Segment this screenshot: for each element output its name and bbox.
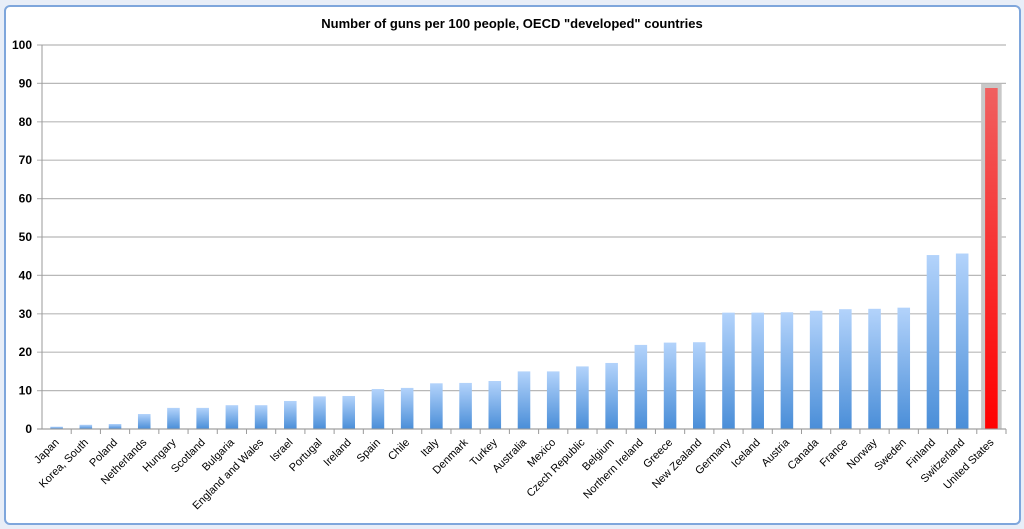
y-tick-label: 90 xyxy=(19,76,33,90)
bar-ireland xyxy=(342,395,356,429)
y-tick-label: 0 xyxy=(25,422,32,436)
y-tick-label: 60 xyxy=(19,192,33,206)
bar-denmark xyxy=(459,382,472,429)
bar-mexico xyxy=(546,371,560,429)
x-tick-label: Ireland xyxy=(322,437,354,469)
bar-united-states xyxy=(985,88,998,430)
bar-sweden xyxy=(897,307,911,429)
bar-bulgaria xyxy=(225,405,239,429)
y-tick-label: 50 xyxy=(19,230,33,244)
x-tick-label: Italy xyxy=(419,436,442,459)
chart-frame[interactable] xyxy=(4,5,1021,525)
x-tick-label: Iceland xyxy=(729,437,763,471)
bar-israel xyxy=(284,400,297,429)
bar-chile xyxy=(400,387,414,429)
bar-spain xyxy=(371,389,385,429)
bar-italy xyxy=(430,383,443,429)
x-tick-label: Spain xyxy=(355,437,383,465)
bar-norway xyxy=(868,308,881,429)
bar-germany xyxy=(722,312,735,429)
bar-iceland xyxy=(751,312,764,429)
y-tick-label: 30 xyxy=(19,307,33,321)
bar-korea-south xyxy=(79,424,93,429)
bar-greece xyxy=(663,342,677,429)
bar-england-and-wales xyxy=(254,405,268,429)
bar-czech-republic xyxy=(576,366,589,429)
y-tick-label: 20 xyxy=(19,345,33,359)
bar-poland xyxy=(108,424,122,429)
x-tick-label: Canada xyxy=(786,436,822,472)
bar-japan xyxy=(50,426,63,429)
x-tick-label: Portugal xyxy=(287,437,324,474)
y-tick-label: 10 xyxy=(19,384,33,398)
bar-hungary xyxy=(167,407,180,429)
y-tick-label: 70 xyxy=(19,153,33,167)
x-tick-label: Sweden xyxy=(872,437,909,474)
bar-france xyxy=(839,309,852,429)
x-tick-label: Chile xyxy=(386,437,412,463)
bar-austria xyxy=(780,312,794,429)
bar-new-zealand xyxy=(692,342,706,429)
y-tick-label: 80 xyxy=(19,115,33,129)
bar-canada xyxy=(809,310,823,429)
chart-title: Number of guns per 100 people, OECD "dev… xyxy=(321,16,703,31)
y-tick-label: 40 xyxy=(19,268,33,282)
bar-belgium xyxy=(605,362,618,429)
bar-portugal xyxy=(313,396,326,429)
bar-finland xyxy=(926,255,940,429)
y-tick-label: 100 xyxy=(12,38,32,52)
x-tick-label: Israel xyxy=(268,437,296,465)
bar-scotland xyxy=(196,407,209,429)
bar-switzerland xyxy=(955,253,969,429)
bar-netherlands xyxy=(137,414,151,429)
bar-australia xyxy=(517,371,531,429)
bar-turkey xyxy=(488,381,502,429)
bar-northern-ireland xyxy=(634,344,648,429)
